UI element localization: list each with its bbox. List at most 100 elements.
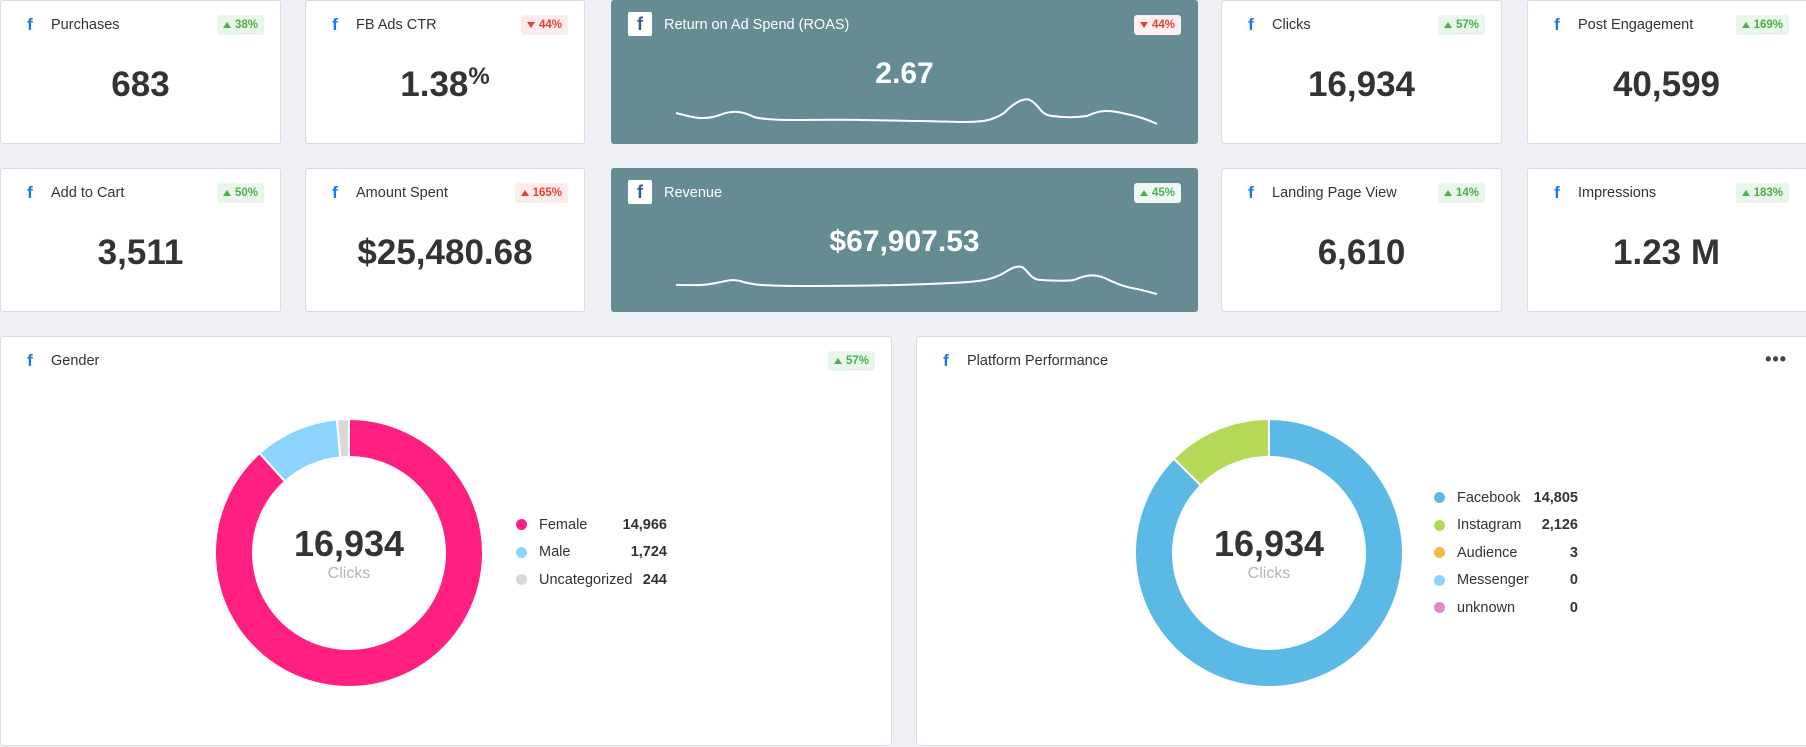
change-badge: 169%	[1736, 15, 1789, 35]
change-value: 165%	[533, 187, 562, 199]
legend-label: Uncategorized	[539, 572, 633, 588]
arrow-up-icon	[521, 190, 529, 196]
legend-item-audience[interactable]: Audience 3	[1434, 539, 1578, 567]
donut-total: 16,934	[1169, 523, 1369, 565]
card-value: 1.23 M	[1528, 233, 1805, 273]
legend-label: Female	[539, 517, 587, 533]
donut-total-label: Clicks	[249, 565, 449, 583]
platform-legend: Facebook 14,805 Instagram 2,126 Audience…	[1434, 484, 1578, 622]
facebook-icon: f	[325, 15, 345, 35]
kpi-card-fb-ads-ctr[interactable]: f FB Ads CTR 44% 1.38%	[305, 0, 585, 144]
donut-total: 16,934	[249, 523, 449, 565]
facebook-icon: f	[1547, 183, 1567, 203]
facebook-icon: f	[1241, 183, 1261, 203]
card-value-suffix: %	[468, 63, 489, 90]
change-value: 38%	[235, 19, 258, 31]
legend-dot	[1434, 575, 1445, 586]
kpi-card-purchases[interactable]: f Purchases 38% 683	[0, 0, 281, 144]
change-badge: 14%	[1438, 183, 1485, 203]
legend-dot	[1434, 547, 1445, 558]
legend-item-male[interactable]: Male 1,724	[516, 539, 667, 567]
arrow-up-icon	[223, 22, 231, 28]
card-title: Clicks	[1272, 17, 1311, 33]
card-title: Landing Page View	[1272, 185, 1397, 201]
change-value: 14%	[1456, 187, 1479, 199]
card-title: FB Ads CTR	[356, 17, 437, 33]
legend-dot	[516, 574, 527, 585]
card-value: 683	[1, 65, 280, 105]
arrow-up-icon	[1444, 22, 1452, 28]
facebook-icon: f	[325, 183, 345, 203]
gender-legend: Female 14,966 Male 1,724 Uncategorized 2…	[516, 511, 667, 594]
card-title: Post Engagement	[1578, 17, 1693, 33]
change-badge: 44%	[521, 15, 568, 35]
gender-panel: f Gender 57% 16,934 Clicks Female 14,966…	[0, 336, 892, 746]
facebook-icon: f	[20, 15, 40, 35]
facebook-icon: f	[20, 183, 40, 203]
kpi-card-landing-page-view[interactable]: f Landing Page View 14% 6,610	[1221, 168, 1502, 312]
legend-item-facebook[interactable]: Facebook 14,805	[1434, 484, 1578, 512]
legend-dot	[1434, 520, 1445, 531]
card-value: 40,599	[1528, 65, 1805, 105]
legend-dot	[516, 519, 527, 530]
arrow-up-icon	[223, 190, 231, 196]
legend-item-unknown[interactable]: unknown 0	[1434, 594, 1578, 622]
kpi-card-add-to-cart[interactable]: f Add to Cart 50% 3,511	[0, 168, 281, 312]
legend-item-instagram[interactable]: Instagram 2,126	[1434, 512, 1578, 540]
legend-dot	[516, 547, 527, 558]
change-value: 50%	[235, 187, 258, 199]
arrow-up-icon	[1742, 190, 1750, 196]
kpi-card-post-engagement[interactable]: f Post Engagement 169% 40,599	[1527, 0, 1806, 144]
legend-item-messenger[interactable]: Messenger 0	[1434, 567, 1578, 595]
card-title: Amount Spent	[356, 185, 448, 201]
card-title: Impressions	[1578, 185, 1656, 201]
change-value: 44%	[539, 19, 562, 31]
legend-item-female[interactable]: Female 14,966	[516, 511, 667, 539]
change-badge: 50%	[217, 183, 264, 203]
change-badge: 165%	[515, 183, 568, 203]
revenue-sparkline	[612, 169, 1199, 313]
change-value: 169%	[1754, 19, 1783, 31]
legend-dot	[1434, 602, 1445, 613]
arrow-down-icon	[527, 22, 535, 28]
legend-label: Audience	[1457, 545, 1517, 561]
card-value: 16,934	[1222, 65, 1501, 105]
change-value: 57%	[1456, 19, 1479, 31]
card-value: 3,511	[1, 233, 280, 273]
legend-label: Messenger	[1457, 572, 1529, 588]
legend-label: unknown	[1457, 600, 1515, 616]
kpi-card-impressions[interactable]: f Impressions 183% 1.23 M	[1527, 168, 1806, 312]
arrow-up-icon	[1742, 22, 1750, 28]
legend-label: Instagram	[1457, 517, 1521, 533]
kpi-card-revenue[interactable]: f Revenue 45% $67,907.53	[611, 168, 1198, 312]
legend-value: 244	[643, 572, 667, 588]
facebook-icon: f	[1547, 15, 1567, 35]
change-value: 183%	[1754, 187, 1783, 199]
change-badge: 57%	[1438, 15, 1485, 35]
arrow-up-icon	[1444, 190, 1452, 196]
card-value: $25,480.68	[306, 233, 584, 273]
card-value: 1.38%	[306, 65, 584, 105]
facebook-icon: f	[1241, 15, 1261, 35]
legend-value: 0	[1570, 600, 1578, 616]
kpi-card-amount-spent[interactable]: f Amount Spent 165% $25,480.68	[305, 168, 585, 312]
roas-sparkline	[612, 1, 1199, 145]
legend-value: 0	[1570, 572, 1578, 588]
legend-value: 14,805	[1534, 490, 1578, 506]
card-title: Purchases	[51, 17, 120, 33]
change-badge: 183%	[1736, 183, 1789, 203]
kpi-card-clicks[interactable]: f Clicks 57% 16,934	[1221, 0, 1502, 144]
card-value-number: 1.38	[400, 65, 468, 104]
legend-value: 14,966	[623, 517, 667, 533]
legend-label: Facebook	[1457, 490, 1521, 506]
donut-total-label: Clicks	[1169, 565, 1369, 583]
legend-label: Male	[539, 544, 570, 560]
card-title: Add to Cart	[51, 185, 124, 201]
legend-value: 1,724	[631, 544, 667, 560]
legend-dot	[1434, 492, 1445, 503]
kpi-card-roas[interactable]: f Return on Ad Spend (ROAS) 44% 2.67	[611, 0, 1198, 144]
platform-performance-panel: f Platform Performance ••• 16,934 Clicks…	[916, 336, 1806, 746]
legend-item-uncategorized[interactable]: Uncategorized 244	[516, 566, 667, 594]
change-badge: 38%	[217, 15, 264, 35]
card-value: 6,610	[1222, 233, 1501, 273]
